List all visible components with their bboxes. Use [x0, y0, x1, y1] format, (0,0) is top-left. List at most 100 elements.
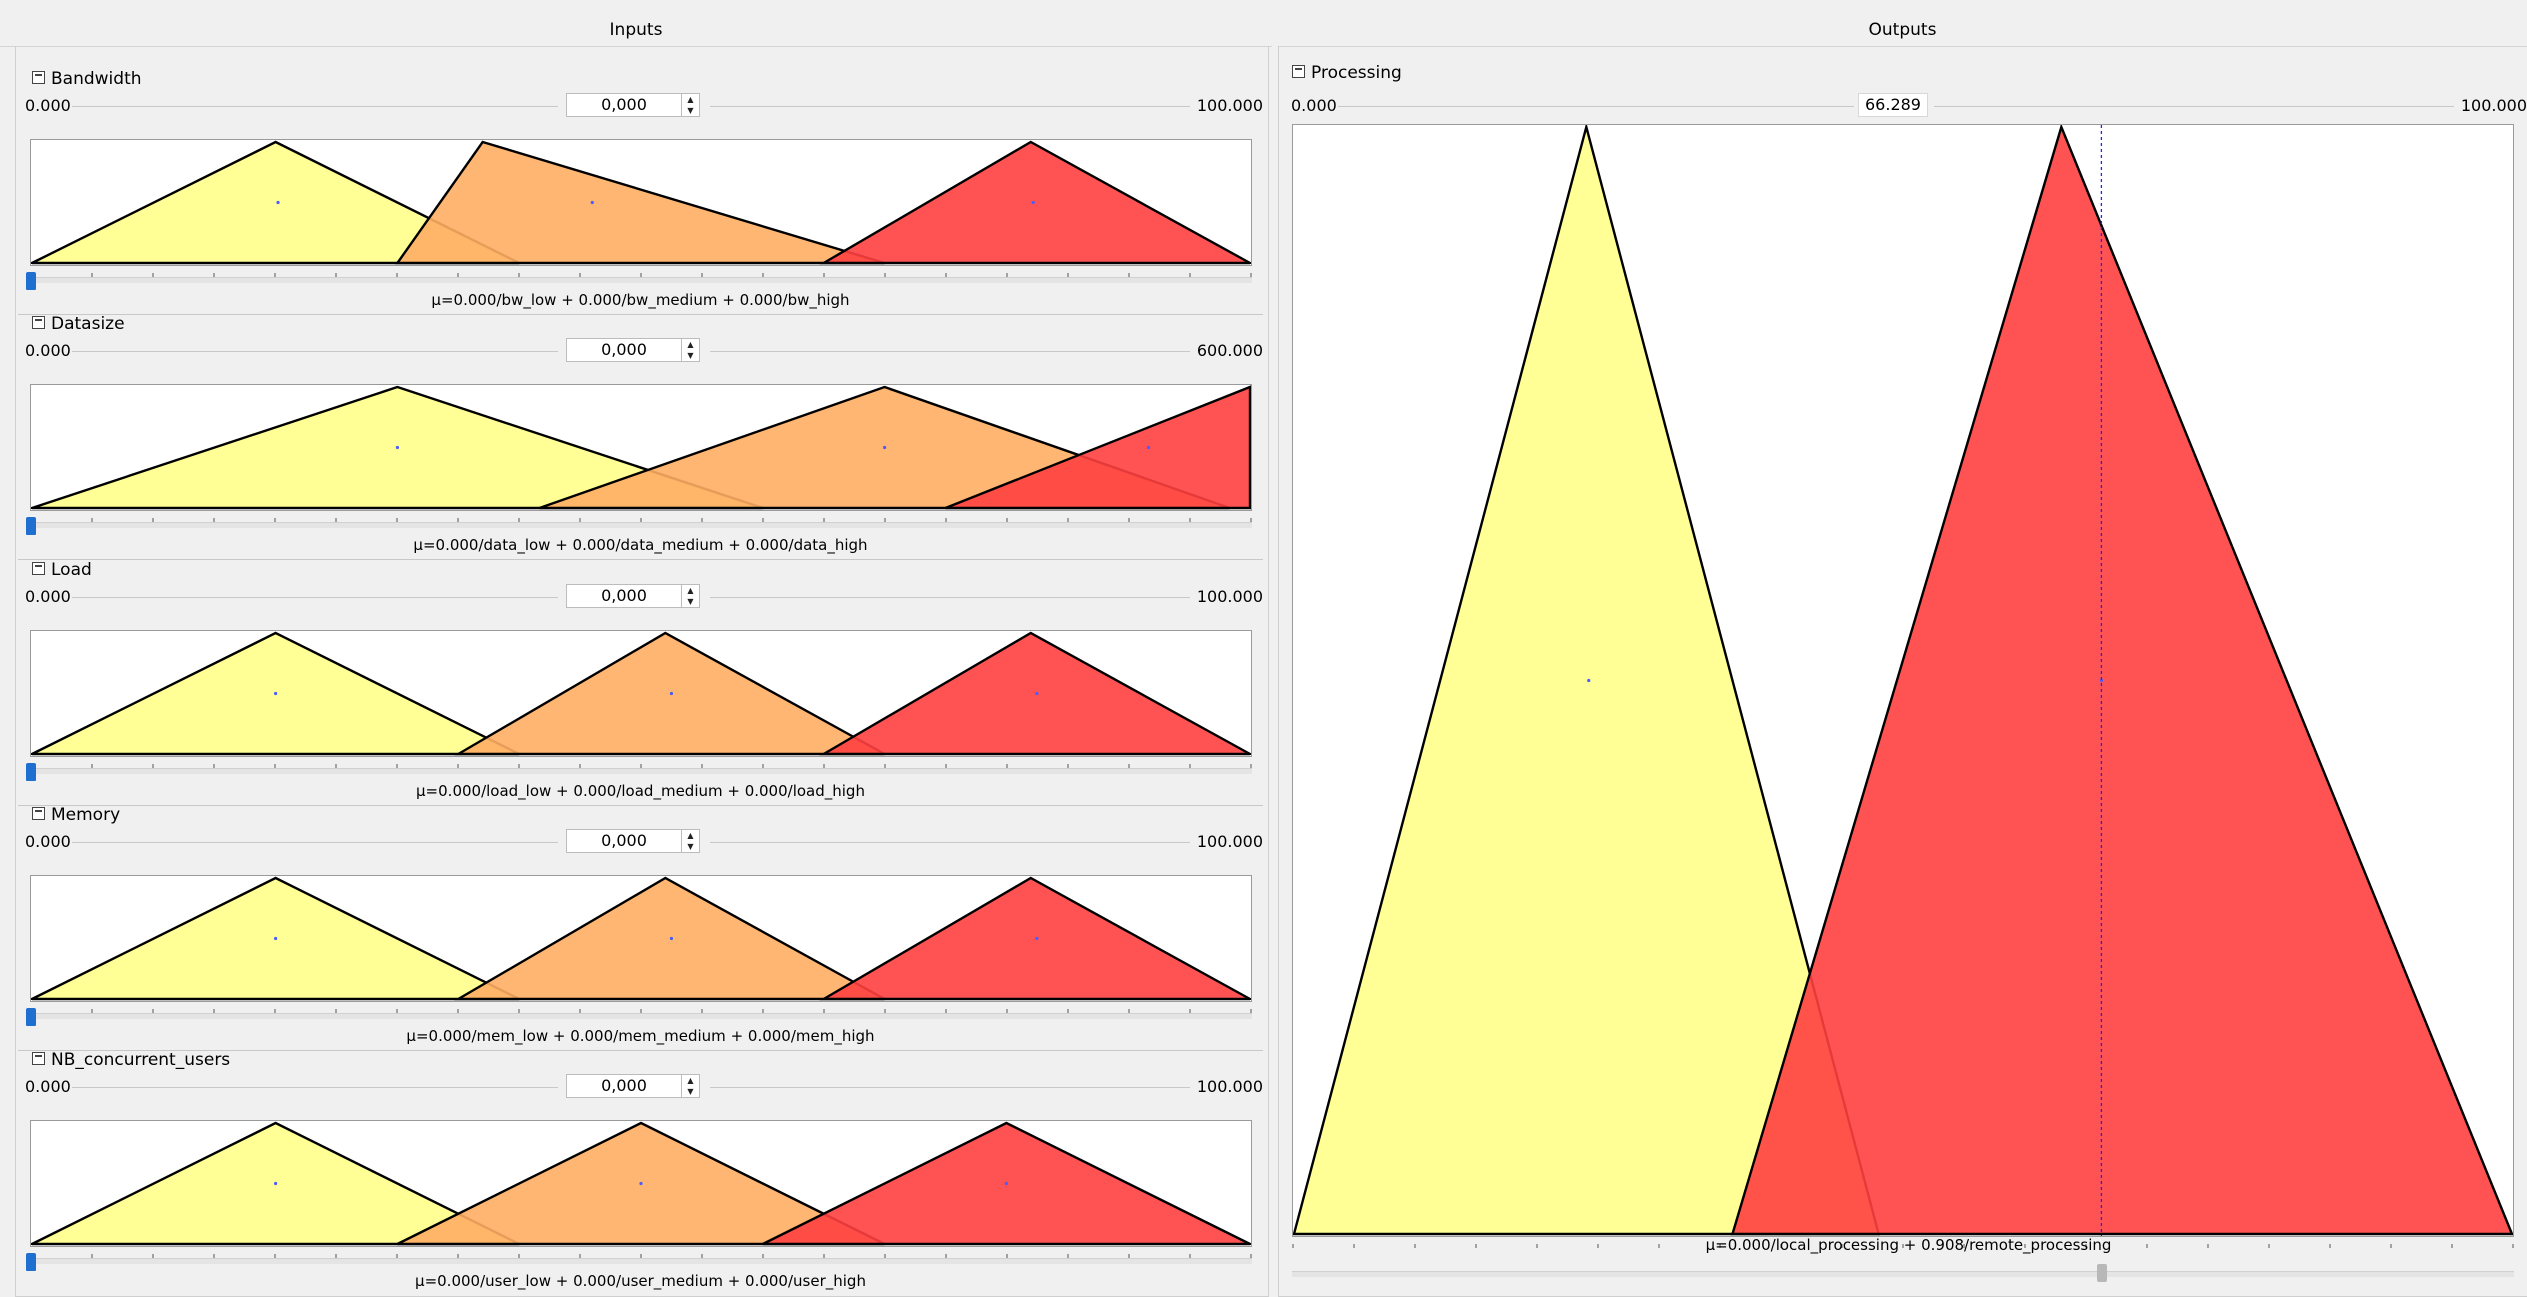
spin-up-icon[interactable]: ▲	[687, 586, 694, 595]
term-centroid-data_low	[395, 445, 399, 450]
value-slider-handle[interactable]	[26, 763, 36, 781]
range-line-right	[710, 351, 1190, 352]
spin-down-icon[interactable]: ▼	[687, 597, 694, 606]
membership-text: μ=0.000/bw_low + 0.000/bw_medium + 0.000…	[431, 291, 850, 309]
term-centroid-user_high	[1004, 1181, 1009, 1186]
value-slider-handle[interactable]	[26, 517, 36, 535]
value-slider-handle[interactable]	[26, 272, 36, 290]
variable-separator	[18, 805, 1263, 806]
dock-icon[interactable]	[32, 561, 45, 575]
inputs-panel-title: Inputs	[0, 14, 1272, 47]
value-spinbox[interactable]: 0,000 ▲ ▼	[566, 584, 700, 608]
input-variable-memory: Memory 0.000 0,000 ▲ ▼ 100.000 μ=0.000/mem_low…	[18, 798, 1263, 1051]
output-range-line-left	[1338, 106, 1854, 107]
term-centroid-bw_medium	[590, 200, 594, 205]
membership-plot	[30, 384, 1252, 511]
spin-down-icon[interactable]: ▼	[687, 106, 694, 115]
range-min: 0.000	[25, 96, 71, 115]
output-variable-processing: Processing 0.000 66.289 100.000 μ=0.000/…	[1290, 62, 2527, 1297]
dock-icon[interactable]	[32, 70, 45, 84]
membership-svg	[31, 631, 1251, 756]
variable-title[interactable]: Load	[32, 559, 92, 581]
value-spinbox[interactable]: 0,000 ▲ ▼	[566, 338, 700, 362]
spinbox-buttons: ▲ ▼	[681, 1075, 699, 1097]
value-spinbox[interactable]: 0,000 ▲ ▼	[566, 93, 700, 117]
variable-title[interactable]: Bandwidth	[32, 68, 142, 90]
spin-up-icon[interactable]: ▲	[687, 95, 694, 104]
range-min: 0.000	[25, 587, 71, 606]
term-centroid-mem_medium	[669, 936, 674, 941]
value-slider-track[interactable]	[30, 522, 1252, 528]
term-centroid-data_medium	[883, 445, 887, 450]
spin-down-icon[interactable]: ▼	[687, 842, 694, 851]
tick-marks	[1292, 1244, 2514, 1248]
spinbox-value[interactable]: 0,000	[601, 1076, 647, 1095]
spinbox-value[interactable]: 0,000	[601, 586, 647, 605]
term-bw_medium	[395, 140, 885, 265]
spin-up-icon[interactable]: ▲	[687, 340, 694, 349]
value-slider-track[interactable]	[30, 1013, 1252, 1019]
spin-up-icon[interactable]: ▲	[687, 1076, 694, 1085]
membership-svg	[31, 876, 1251, 1001]
variable-title[interactable]: Datasize	[32, 313, 125, 335]
variable-separator	[18, 1050, 1263, 1051]
plot-ticks	[30, 511, 1252, 522]
value-slider-handle[interactable]	[26, 1253, 36, 1271]
variable-separator	[18, 314, 1263, 315]
output-variable-name: Processing	[1311, 63, 1402, 83]
range-max: 100.000	[1196, 587, 1263, 606]
outputs-panel-title: Outputs	[1278, 14, 2527, 47]
range-line-right	[710, 1087, 1190, 1088]
dock-icon[interactable]	[32, 315, 45, 329]
spinbox-value[interactable]: 0,000	[601, 95, 647, 114]
range-line-left	[72, 351, 558, 352]
tick-marks	[30, 518, 1252, 522]
input-variable-datasize: Datasize 0.000 0,000 ▲ ▼ 600.000 μ=0.000/data_…	[18, 307, 1263, 560]
term-centroid-mem_low	[274, 936, 278, 941]
dock-icon[interactable]	[1292, 64, 1305, 78]
spin-down-icon[interactable]: ▼	[687, 1087, 694, 1096]
dock-icon[interactable]	[32, 1051, 45, 1065]
value-slider-handle[interactable]	[26, 1008, 36, 1026]
membership-svg	[31, 385, 1251, 510]
term-bw_high	[819, 140, 1251, 265]
dock-icon[interactable]	[32, 806, 45, 820]
range-line-right	[710, 842, 1190, 843]
range-max: 600.000	[1196, 341, 1263, 360]
term-centroid-remote_processing	[2099, 678, 2104, 683]
membership-svg	[31, 1121, 1251, 1246]
output-variable-title[interactable]: Processing	[1292, 62, 1402, 84]
output-membership-plot	[1292, 122, 2514, 1237]
spin-up-icon[interactable]: ▲	[687, 831, 694, 840]
value-slider-track[interactable]	[30, 768, 1252, 774]
variable-title[interactable]: Memory	[32, 804, 120, 826]
spinbox-value[interactable]: 0,000	[601, 340, 647, 359]
value-spinbox[interactable]: 0,000 ▲ ▼	[566, 1074, 700, 1098]
term-centroid-mem_high	[1035, 936, 1039, 941]
range-max: 100.000	[1196, 1077, 1263, 1096]
membership-plot	[30, 630, 1252, 757]
spin-down-icon[interactable]: ▼	[687, 351, 694, 360]
value-spinbox[interactable]: 0,000 ▲ ▼	[566, 829, 700, 853]
spinbox-buttons: ▲ ▼	[681, 585, 699, 607]
membership-plot	[30, 139, 1252, 266]
membership-plot	[30, 875, 1252, 1002]
output-slider-handle	[2096, 1264, 2107, 1282]
value-slider-track[interactable]	[30, 1258, 1252, 1264]
range-max: 100.000	[1196, 832, 1263, 851]
spinbox-value[interactable]: 0,000	[601, 831, 647, 850]
input-variable-nb-concurrent-users: NB_concurrent_users 0.000 0,000 ▲ ▼ 100.000 μ=…	[18, 1043, 1263, 1290]
range-min: 0.000	[25, 832, 71, 851]
range-line-left	[72, 1087, 558, 1088]
term-centroid-user_low	[274, 1181, 278, 1186]
output-ticks	[1292, 1237, 2514, 1248]
plot-ticks	[30, 1247, 1252, 1258]
membership-plot	[30, 1120, 1252, 1247]
plot-ticks	[30, 266, 1252, 277]
input-variable-load: Load 0.000 0,000 ▲ ▼ 100.000 μ=0.000/load_low …	[18, 553, 1263, 806]
spinbox-buttons: ▲ ▼	[681, 339, 699, 361]
value-slider-track[interactable]	[30, 277, 1252, 283]
term-centroid-bw_high	[1031, 200, 1035, 205]
variable-title[interactable]: NB_concurrent_users	[32, 1049, 230, 1071]
term-centroid-load_high	[1035, 691, 1039, 696]
